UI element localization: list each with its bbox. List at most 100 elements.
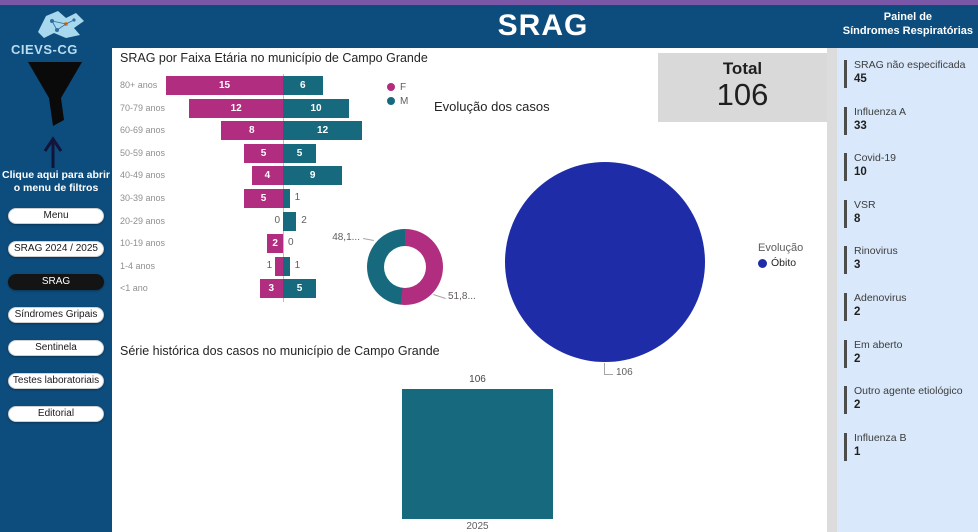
history-bar-2025[interactable]	[402, 389, 553, 519]
bar-value: 5	[296, 283, 303, 295]
bar-male[interactable]: 10	[283, 98, 349, 118]
pathogen-label: Rinovirus	[854, 245, 898, 258]
donut-label-m: 48,1...	[332, 232, 360, 243]
bar-value: 2	[301, 214, 307, 226]
pathogen-value: 2	[854, 399, 861, 412]
left-sidebar: CIEVS-CG Clique aqui para abrir o menu d…	[0, 6, 112, 532]
age-category-label: <1 ano	[120, 283, 148, 294]
bar-male[interactable]: 5	[283, 143, 316, 163]
bar-male[interactable]: 6	[283, 76, 323, 95]
bar-value: 3	[268, 283, 275, 295]
cievs-logo-text: CIEVS-CG	[11, 42, 78, 57]
sidebar-nav: Menu SRAG 2024 / 2025 SRAG Síndromes Gripai…	[8, 208, 104, 422]
obito-dot-icon	[758, 258, 767, 268]
legend-item-f[interactable]: F	[387, 80, 408, 94]
item-accent-bar	[844, 246, 847, 275]
bar-value: 6	[300, 80, 306, 91]
bar-female[interactable]: 8	[220, 121, 283, 141]
item-accent-bar	[844, 60, 847, 88]
pathogen-label: Covid-19	[854, 152, 897, 165]
bar-female[interactable]: 3	[259, 279, 283, 299]
tornado-chart-title: SRAG por Faixa Etária no município de Ca…	[120, 51, 428, 65]
bar-male[interactable]: 9	[283, 166, 343, 186]
tornado-row: 80+ anos 15 6	[118, 76, 453, 97]
bar-value: 0	[288, 237, 294, 249]
legend-item-m[interactable]: M	[387, 94, 408, 108]
history-x-label: 2025	[466, 521, 489, 532]
pathogen-label: Adenovirus	[854, 291, 907, 304]
pathogen-item-outro-agente-etiol-gico[interactable]: Outro agente etiológico 2	[837, 384, 978, 431]
age-category-label: 60-69 anos	[120, 125, 166, 136]
bar-female[interactable]: 4	[251, 166, 283, 186]
bar-male[interactable]: 5	[283, 279, 316, 299]
page-title: SRAG	[497, 9, 589, 42]
sidebar-button-srag-2024-2025[interactable]: SRAG 2024 / 2025	[8, 241, 104, 257]
evolution-pie-chart[interactable]	[505, 162, 705, 362]
bar-female[interactable]: 15	[166, 76, 283, 95]
bar-male[interactable]	[283, 189, 290, 208]
bar-female[interactable]: 2	[267, 234, 283, 254]
filter-funnel-icon[interactable]	[28, 62, 82, 136]
pathogen-item-rinovirus[interactable]: Rinovirus 3	[837, 244, 978, 291]
item-accent-bar	[844, 386, 847, 415]
header-subtitle-line1: Painel de	[883, 11, 933, 23]
filter-hint-line1: Clique aqui para abrir	[2, 169, 110, 181]
legend-item-obito[interactable]: Óbito	[758, 257, 803, 269]
tornado-row: 60-69 anos 8 12	[118, 121, 453, 142]
pathogen-value: 45	[854, 73, 867, 85]
age-tornado-chart: 80+ anos 15 6 70-79 anos 12 10 60-69 anos 8 12 50…	[118, 72, 453, 306]
sidebar-button-menu[interactable]: Menu	[8, 208, 104, 224]
sidebar-button-editorial[interactable]: Editorial	[8, 406, 104, 422]
bar-value: 1	[266, 259, 273, 271]
bar-value: 12	[230, 102, 242, 114]
item-accent-bar	[844, 199, 847, 228]
pie-callout-line-v	[604, 363, 605, 374]
tornado-axis-line	[283, 74, 284, 302]
tornado-row: 70-79 anos 12 10	[118, 98, 453, 120]
bar-male[interactable]	[283, 211, 297, 231]
pathogen-value: 1	[854, 445, 861, 458]
arrow-up-icon	[43, 136, 63, 168]
pathogen-value: 33	[854, 119, 867, 132]
pathogen-item-adenovirus[interactable]: Adenovirus 2	[837, 291, 978, 338]
tornado-row: 30-39 anos 5 1	[118, 189, 453, 210]
pathogen-item-em-aberto[interactable]: Em aberto 2	[837, 338, 978, 385]
evolution-legend-title: Evolução	[758, 242, 804, 254]
pathogen-item-vsr[interactable]: VSR 8	[837, 198, 978, 245]
bar-female[interactable]: 5	[244, 143, 283, 163]
sidebar-button-s-ndromes-gripais[interactable]: Síndromes Gripais	[8, 307, 104, 323]
bar-male[interactable]: 12	[283, 121, 363, 141]
top-accent-strip	[0, 0, 978, 6]
pathogen-label: Outro agente etiológico	[854, 385, 963, 398]
age-category-label: 40-49 anos	[120, 170, 166, 181]
pathogen-item-influenza-a[interactable]: Influenza A 33	[837, 105, 978, 152]
filter-hint: Clique aqui para abrir o menu de filtros	[0, 169, 112, 195]
bar-male[interactable]	[283, 256, 290, 276]
tornado-row: 50-59 anos 5 5	[118, 143, 453, 165]
age-category-label: 70-79 anos	[120, 102, 166, 113]
pie-callout-line-h	[604, 374, 613, 375]
age-category-label: 80+ anos	[120, 80, 158, 90]
pathogen-item-covid-19[interactable]: Covid-19 10	[837, 151, 978, 198]
pathogen-item-srag-n-o-especificada[interactable]: SRAG não especificada 45	[837, 58, 978, 105]
total-card-label: Total	[722, 59, 763, 78]
sidebar-button-srag[interactable]: SRAG	[8, 274, 104, 290]
bar-value: 0	[274, 214, 280, 226]
item-accent-bar	[844, 153, 847, 182]
history-chart-title: Série histórica dos casos no município d…	[120, 344, 440, 358]
age-category-label: 1-4 anos	[120, 260, 156, 271]
legend-dot-icon	[387, 97, 395, 105]
tornado-row: 1-4 anos 1 1	[118, 256, 453, 278]
evolution-legend: Evolução Óbito	[758, 242, 803, 269]
scrollbar-track[interactable]	[827, 48, 837, 532]
bar-female[interactable]: 5	[244, 189, 283, 208]
sidebar-button-testes-laboratoriais[interactable]: Testes laboratoriais	[8, 373, 104, 389]
donut-label-f: 51,8...	[448, 291, 476, 302]
bar-female[interactable]: 12	[189, 98, 283, 118]
sidebar-button-sentinela[interactable]: Sentinela	[8, 340, 104, 356]
bar-value: 1	[294, 259, 301, 271]
bar-female[interactable]	[275, 256, 283, 276]
